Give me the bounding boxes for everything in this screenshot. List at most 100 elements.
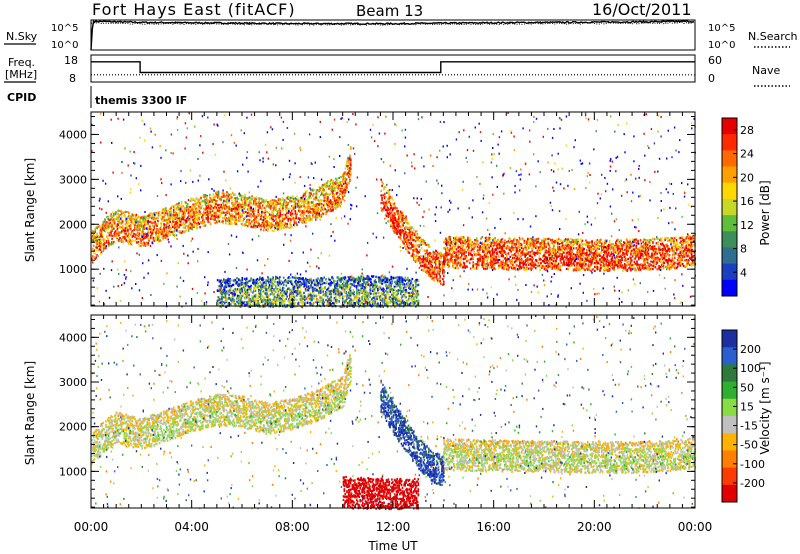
range-cell	[347, 182, 349, 185]
range-cell	[311, 218, 313, 221]
range-cell	[391, 214, 393, 217]
range-cell	[411, 239, 413, 242]
range-cell	[431, 256, 434, 259]
range-cell	[440, 282, 442, 285]
range-cell	[106, 224, 108, 227]
range-cell	[488, 246, 490, 249]
range-cell	[137, 224, 140, 228]
range-cell	[485, 255, 488, 258]
range-cell	[479, 246, 481, 249]
range-cell	[382, 208, 384, 211]
range-cell	[220, 212, 223, 215]
range-cell	[133, 233, 135, 236]
range-cell	[146, 234, 149, 238]
range-cell	[477, 264, 480, 267]
range-cell	[188, 225, 191, 228]
range-cell	[553, 257, 555, 260]
range-cell	[239, 203, 241, 206]
range-cell	[582, 253, 585, 256]
range-cell	[211, 217, 214, 221]
range-cell	[203, 220, 206, 223]
range-cell	[521, 237, 524, 240]
range-cell	[135, 238, 137, 241]
range-cell	[224, 212, 227, 215]
range-cell	[342, 178, 345, 181]
range-cell	[532, 262, 534, 266]
range-cell	[268, 213, 271, 216]
range-cell	[300, 199, 303, 202]
range-cell	[158, 236, 161, 239]
range-cell	[211, 214, 214, 217]
range-cell	[258, 218, 260, 221]
range-cell	[441, 266, 443, 269]
range-cell	[513, 261, 516, 264]
range-cell	[107, 218, 110, 221]
range-cell	[266, 224, 268, 227]
range-cell	[576, 240, 578, 243]
range-cell	[199, 201, 201, 204]
range-cell	[338, 198, 341, 201]
range-cell	[496, 246, 498, 249]
range-cell	[228, 208, 230, 211]
range-cell	[169, 220, 171, 223]
range-cell	[260, 218, 262, 221]
range-cell	[539, 246, 541, 249]
range-cell	[311, 188, 313, 191]
range-cell	[570, 245, 572, 249]
range-cell	[107, 227, 110, 231]
range-cell	[345, 163, 348, 166]
range-cell	[501, 249, 504, 252]
range-cell	[472, 257, 474, 260]
range-cell	[556, 265, 558, 268]
range-cell	[442, 272, 444, 275]
range-cell	[422, 261, 425, 264]
range-cell	[575, 241, 578, 244]
range-cell	[417, 250, 419, 254]
range-cell	[199, 226, 201, 229]
range-cell	[487, 264, 489, 267]
range-cell	[102, 222, 105, 225]
range-cell	[167, 215, 170, 218]
range-cell	[139, 219, 141, 222]
range-cell	[143, 225, 145, 229]
range-cell	[231, 212, 233, 215]
range-cell	[461, 254, 463, 257]
range-cell	[181, 223, 184, 226]
range-cell	[334, 192, 336, 195]
range-cell	[121, 210, 124, 214]
range-cell	[233, 197, 236, 200]
range-cell	[394, 226, 397, 229]
range-cell	[400, 216, 403, 219]
range-cell	[571, 238, 574, 241]
range-cell	[431, 267, 434, 270]
range-cell	[587, 246, 590, 250]
range-cell	[335, 199, 338, 202]
range-cell	[400, 225, 403, 228]
range-cell	[482, 255, 484, 258]
range-cell	[262, 224, 265, 227]
range-cell	[207, 203, 209, 206]
range-cell	[405, 231, 407, 234]
range-cell	[246, 225, 249, 228]
range-cell	[94, 228, 97, 231]
range-cell	[564, 248, 566, 251]
range-cell	[350, 162, 352, 165]
range-cell	[190, 197, 193, 200]
range-cell	[413, 259, 415, 262]
range-cell	[549, 237, 551, 241]
range-cell	[299, 205, 302, 208]
range-cell	[128, 225, 131, 228]
range-cell	[269, 207, 272, 210]
range-cell	[588, 260, 591, 263]
range-cell	[516, 264, 518, 267]
range-cell	[384, 195, 387, 198]
range-cell	[571, 264, 573, 267]
range-cell	[391, 196, 393, 199]
range-cell	[548, 247, 550, 250]
range-cell	[575, 238, 578, 241]
range-cell	[546, 261, 548, 264]
range-cell	[426, 250, 428, 253]
range-cell	[190, 207, 193, 211]
range-cell	[468, 246, 470, 249]
range-cell	[133, 218, 135, 222]
